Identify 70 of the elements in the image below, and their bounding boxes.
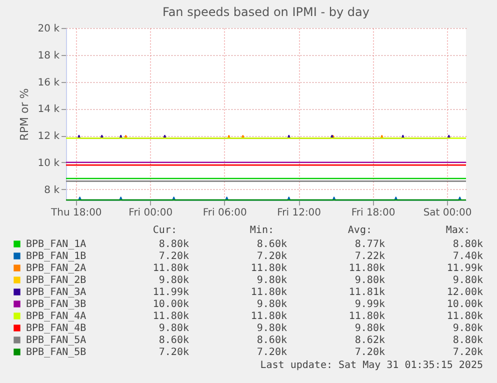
text: 7.22k [354,251,385,262]
text: Cur: [152,225,177,236]
text: 10.00k [152,299,189,310]
text: 7.20k [256,251,287,262]
text: 9.80k [354,323,385,334]
legend-label: BPB_FAN_3B [26,299,86,310]
text: 11.80k [152,263,189,274]
legend-label: BPB_FAN_5A [26,335,86,346]
text: 8.80k [452,239,483,250]
text: 9.80k [158,323,189,334]
text: 7.20k [158,251,189,262]
legend-label: BPB_FAN_1B [26,251,86,262]
text: 12.00k [446,287,483,298]
y-tick-label: 18 k [38,50,60,62]
text: 10.00k [446,299,483,310]
legend-label: BPB_FAN_4A [26,311,86,322]
x-tick-label: Fri 18:00 [351,208,396,218]
text: 8.60k [158,335,189,346]
legend-label: BPB_FAN_3A [26,287,86,298]
text: 9.80k [452,275,483,286]
y-tick-label: 14 k [38,104,60,116]
text: 7.20k [452,347,483,358]
legend-label: BPB_FAN_5B [26,347,86,358]
x-tick-label: Fri 00:00 [128,208,173,218]
text: 11.80k [250,263,287,274]
text: Last update: Sat May 31 01:35:15 2025 [260,360,483,371]
text: 11.80k [250,311,287,322]
y-tick-label: 16 k [38,77,60,88]
x-tick-label: Sat 00:00 [423,208,472,218]
text: 9.80k [452,323,483,334]
legend-label: BPB_FAN_2B [26,275,86,286]
text: 7.20k [354,347,385,358]
text: 11.80k [152,311,189,322]
text: 9.80k [158,275,189,286]
y-tick-label: 10 k [38,158,60,169]
text: 8.77k [354,239,385,250]
y-axis-title: RPM or % [18,88,31,141]
text: 7.40k [452,251,483,262]
x-tick-label: Fri 12:00 [277,208,322,218]
x-tick-label: Thu 18:00 [50,208,102,218]
text: 9.99k [354,299,385,310]
text: 11.80k [348,263,385,274]
text: 9.80k [256,275,287,286]
text: 7.20k [158,347,189,358]
text: 9.80k [354,275,385,286]
text: 8.62k [354,335,385,346]
text: 11.81k [348,287,385,298]
x-tick-label: Fri 06:00 [202,208,247,218]
text: 9.80k [256,323,287,334]
text: 9.80k [256,299,287,310]
y-tick-label: 12 k [38,131,60,142]
text: 8.60k [256,335,287,346]
text: 7.20k [256,347,287,358]
text: 11.80k [250,287,287,298]
legend-label: BPB_FAN_1A [26,239,86,250]
text: 8.80k [158,239,189,250]
text: Max: [446,225,470,236]
text: 8.80k [452,335,483,346]
y-tick-label: 8 k [44,184,60,196]
text: Min: [250,225,274,236]
text: 8.60k [256,239,287,250]
text: 11.80k [446,311,483,322]
chart-title: Fan speeds based on IPMI - by day [162,5,370,19]
legend-label: BPB_FAN_4B [26,323,86,334]
text: Avg: [348,225,372,236]
text: 11.99k [446,263,483,274]
legend-label: BPB_FAN_2A [26,263,86,274]
text: 11.99k [152,287,189,298]
y-tick-label: 20 k [38,24,60,34]
text: 11.80k [348,311,385,322]
